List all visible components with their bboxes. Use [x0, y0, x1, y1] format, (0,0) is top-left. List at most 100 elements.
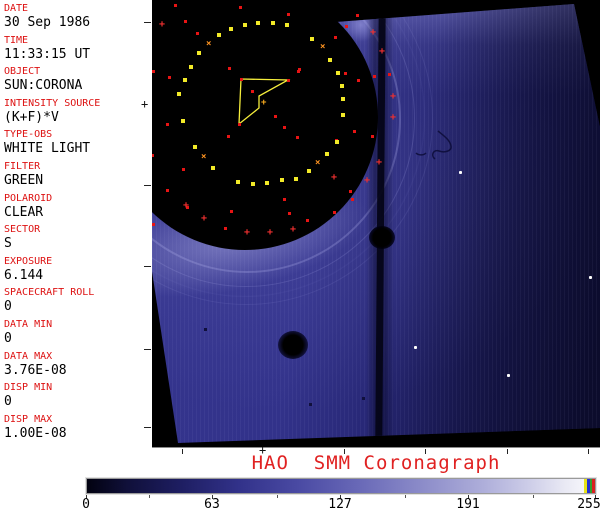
colorbar-ticks: 0 63 127 191 255: [82, 495, 600, 512]
dark-speck: [204, 328, 207, 331]
fiducial-dot-red: [166, 123, 169, 126]
sidebar-field: DATA MIN 0: [0, 319, 152, 351]
sidebar-field: POLAROID CLEAR: [0, 193, 152, 225]
fiducial-dot-yellow: [265, 181, 269, 185]
sidebar-field-label: OBJECT: [4, 66, 41, 78]
sidebar-fields: DATE 30 Sep 1986 TIME 11:33:15 UT OBJECT SUN:…: [0, 3, 152, 445]
sidebar-field-value: CLEAR: [4, 204, 44, 220]
metadata-sidebar: DATE 30 Sep 1986 TIME 11:33:15 UT OBJECT SUN:…: [0, 0, 152, 447]
sidebar-field: DISP MIN 0: [0, 382, 152, 414]
sidebar-field-value: 1.00E-08: [4, 425, 67, 441]
frame-tick-left: [144, 427, 151, 428]
fiducial-dot-yellow: [341, 113, 345, 117]
frame-tick-bottom: [425, 449, 426, 454]
frame-tick-bottom: [182, 449, 183, 454]
colorbar-tick: [212, 495, 213, 499]
frame-plus-bottom: +: [259, 443, 267, 457]
sidebar-field-label: TYPE-OBS: [4, 129, 53, 141]
fiducial-dot-red: [388, 73, 391, 76]
colorbar-tick: [595, 495, 596, 499]
fiducial-dot-red: [283, 126, 286, 129]
fiducial-dot-red: [349, 190, 352, 193]
sidebar-field-value: 3.76E-08: [4, 362, 67, 378]
frame-plus-left: +: [141, 97, 149, 111]
colorbar-tick-label: 0: [82, 497, 90, 512]
colorbar: [85, 477, 597, 495]
frame-tick-bottom: [507, 449, 508, 454]
colorbar-tick-label: 127: [328, 497, 352, 512]
fiducial-dot-yellow: [340, 84, 344, 88]
fiducial-dot-yellow: [243, 23, 247, 27]
fiducial-dot-red: [239, 6, 242, 9]
image-title: HAO SMM Coronagraph: [251, 452, 501, 474]
fiducial-cross-red: +: [390, 91, 397, 102]
sidebar-field-label: DATE: [4, 3, 29, 14]
frame-tick-left: [144, 349, 151, 350]
sidebar-field-label: SECTOR: [4, 224, 41, 236]
fiducial-dot-yellow: [181, 119, 185, 123]
fiducial-x-orange: ×: [201, 152, 207, 162]
frame-tick-bottom: [588, 449, 589, 454]
fiducial-dot-red: [297, 70, 300, 73]
fiducial-cross-red: +: [331, 172, 338, 183]
fiducial-cross-red: +: [376, 157, 383, 168]
colorbar-saturation-stripe: [592, 479, 595, 493]
fiducial-dot-red: [152, 70, 155, 73]
fiducial-dot-yellow: [336, 71, 340, 75]
dark-blemish-blob: [278, 331, 308, 359]
colorbar-tick: [86, 495, 87, 499]
fiducial-dot-red: [357, 79, 360, 82]
star-speck: [414, 346, 417, 349]
fiducial-dot-red: [238, 123, 241, 126]
sidebar-field-value: 30 Sep 1986: [4, 15, 91, 30]
fiducial-dot-red: [287, 13, 290, 16]
colorbar-tick-label: 63: [204, 497, 220, 512]
fiducial-cross-red: +: [159, 19, 166, 30]
fiducial-dot-yellow: [183, 78, 187, 82]
fiducial-dot-red: [345, 25, 348, 28]
sidebar-field-label: POLAROID: [4, 192, 53, 204]
fiducial-dot-red: [230, 210, 233, 213]
fiducial-dot-yellow: [229, 27, 233, 31]
fiducial-dot-red: [174, 4, 177, 7]
sidebar-field-value: 0: [4, 394, 12, 410]
sidebar-field-label: INTENSITY SOURCE: [4, 97, 101, 109]
sidebar-field: DATE 30 Sep 1986: [0, 3, 152, 35]
fiducial-dot-red: [274, 115, 277, 118]
fiducial-dot-red: [371, 135, 374, 138]
marks-layer: + + + + + + + + + + + + + × × × × +: [152, 0, 600, 447]
thread-artifact: [415, 130, 452, 160]
frame-tick-left: [144, 22, 151, 23]
sidebar-field: FILTER GREEN: [0, 161, 152, 193]
fiducial-dot-red: [152, 223, 155, 226]
coronagraph-image: + + + + + + + + + + + + + × × × × +: [152, 0, 600, 448]
star-speck: [507, 374, 510, 377]
fiducial-polygon: [238, 78, 291, 126]
sidebar-field-label: DATA MAX: [4, 350, 53, 362]
fiducial-dot-yellow: [307, 169, 311, 173]
fiducial-cross-red: +: [290, 224, 297, 235]
colorbar-minor-tick: [149, 495, 150, 498]
sidebar-field: EXPOSURE 6.144: [0, 256, 152, 288]
fiducial-dot-yellow: [310, 37, 314, 41]
fiducial-dot-red: [228, 67, 231, 70]
fiducial-cross-red: +: [379, 46, 386, 57]
fiducial-dot-yellow: [328, 58, 332, 62]
frame-tick-left: [144, 185, 151, 186]
sidebar-field-value: 0: [4, 299, 12, 315]
fiducial-cross-red: +: [201, 213, 208, 224]
colorbar-minor-tick: [533, 495, 534, 498]
fiducial-dot-red: [298, 68, 301, 71]
colorbar-minor-tick: [405, 495, 406, 498]
colorbar-saturation-stripe: [584, 479, 587, 493]
sidebar-field-value: S: [4, 236, 12, 252]
sidebar-field-label: FILTER: [4, 160, 41, 172]
fiducial-dot-yellow: [236, 180, 240, 184]
fiducial-cross-red: +: [183, 200, 190, 211]
colorbar-saturation-stripe: [590, 479, 592, 493]
fiducial-polygon-svg: [238, 78, 291, 126]
fiducial-dot-red: [251, 90, 254, 93]
fiducial-dot-yellow: [285, 23, 289, 27]
fiducial-dot-yellow: [251, 182, 255, 186]
